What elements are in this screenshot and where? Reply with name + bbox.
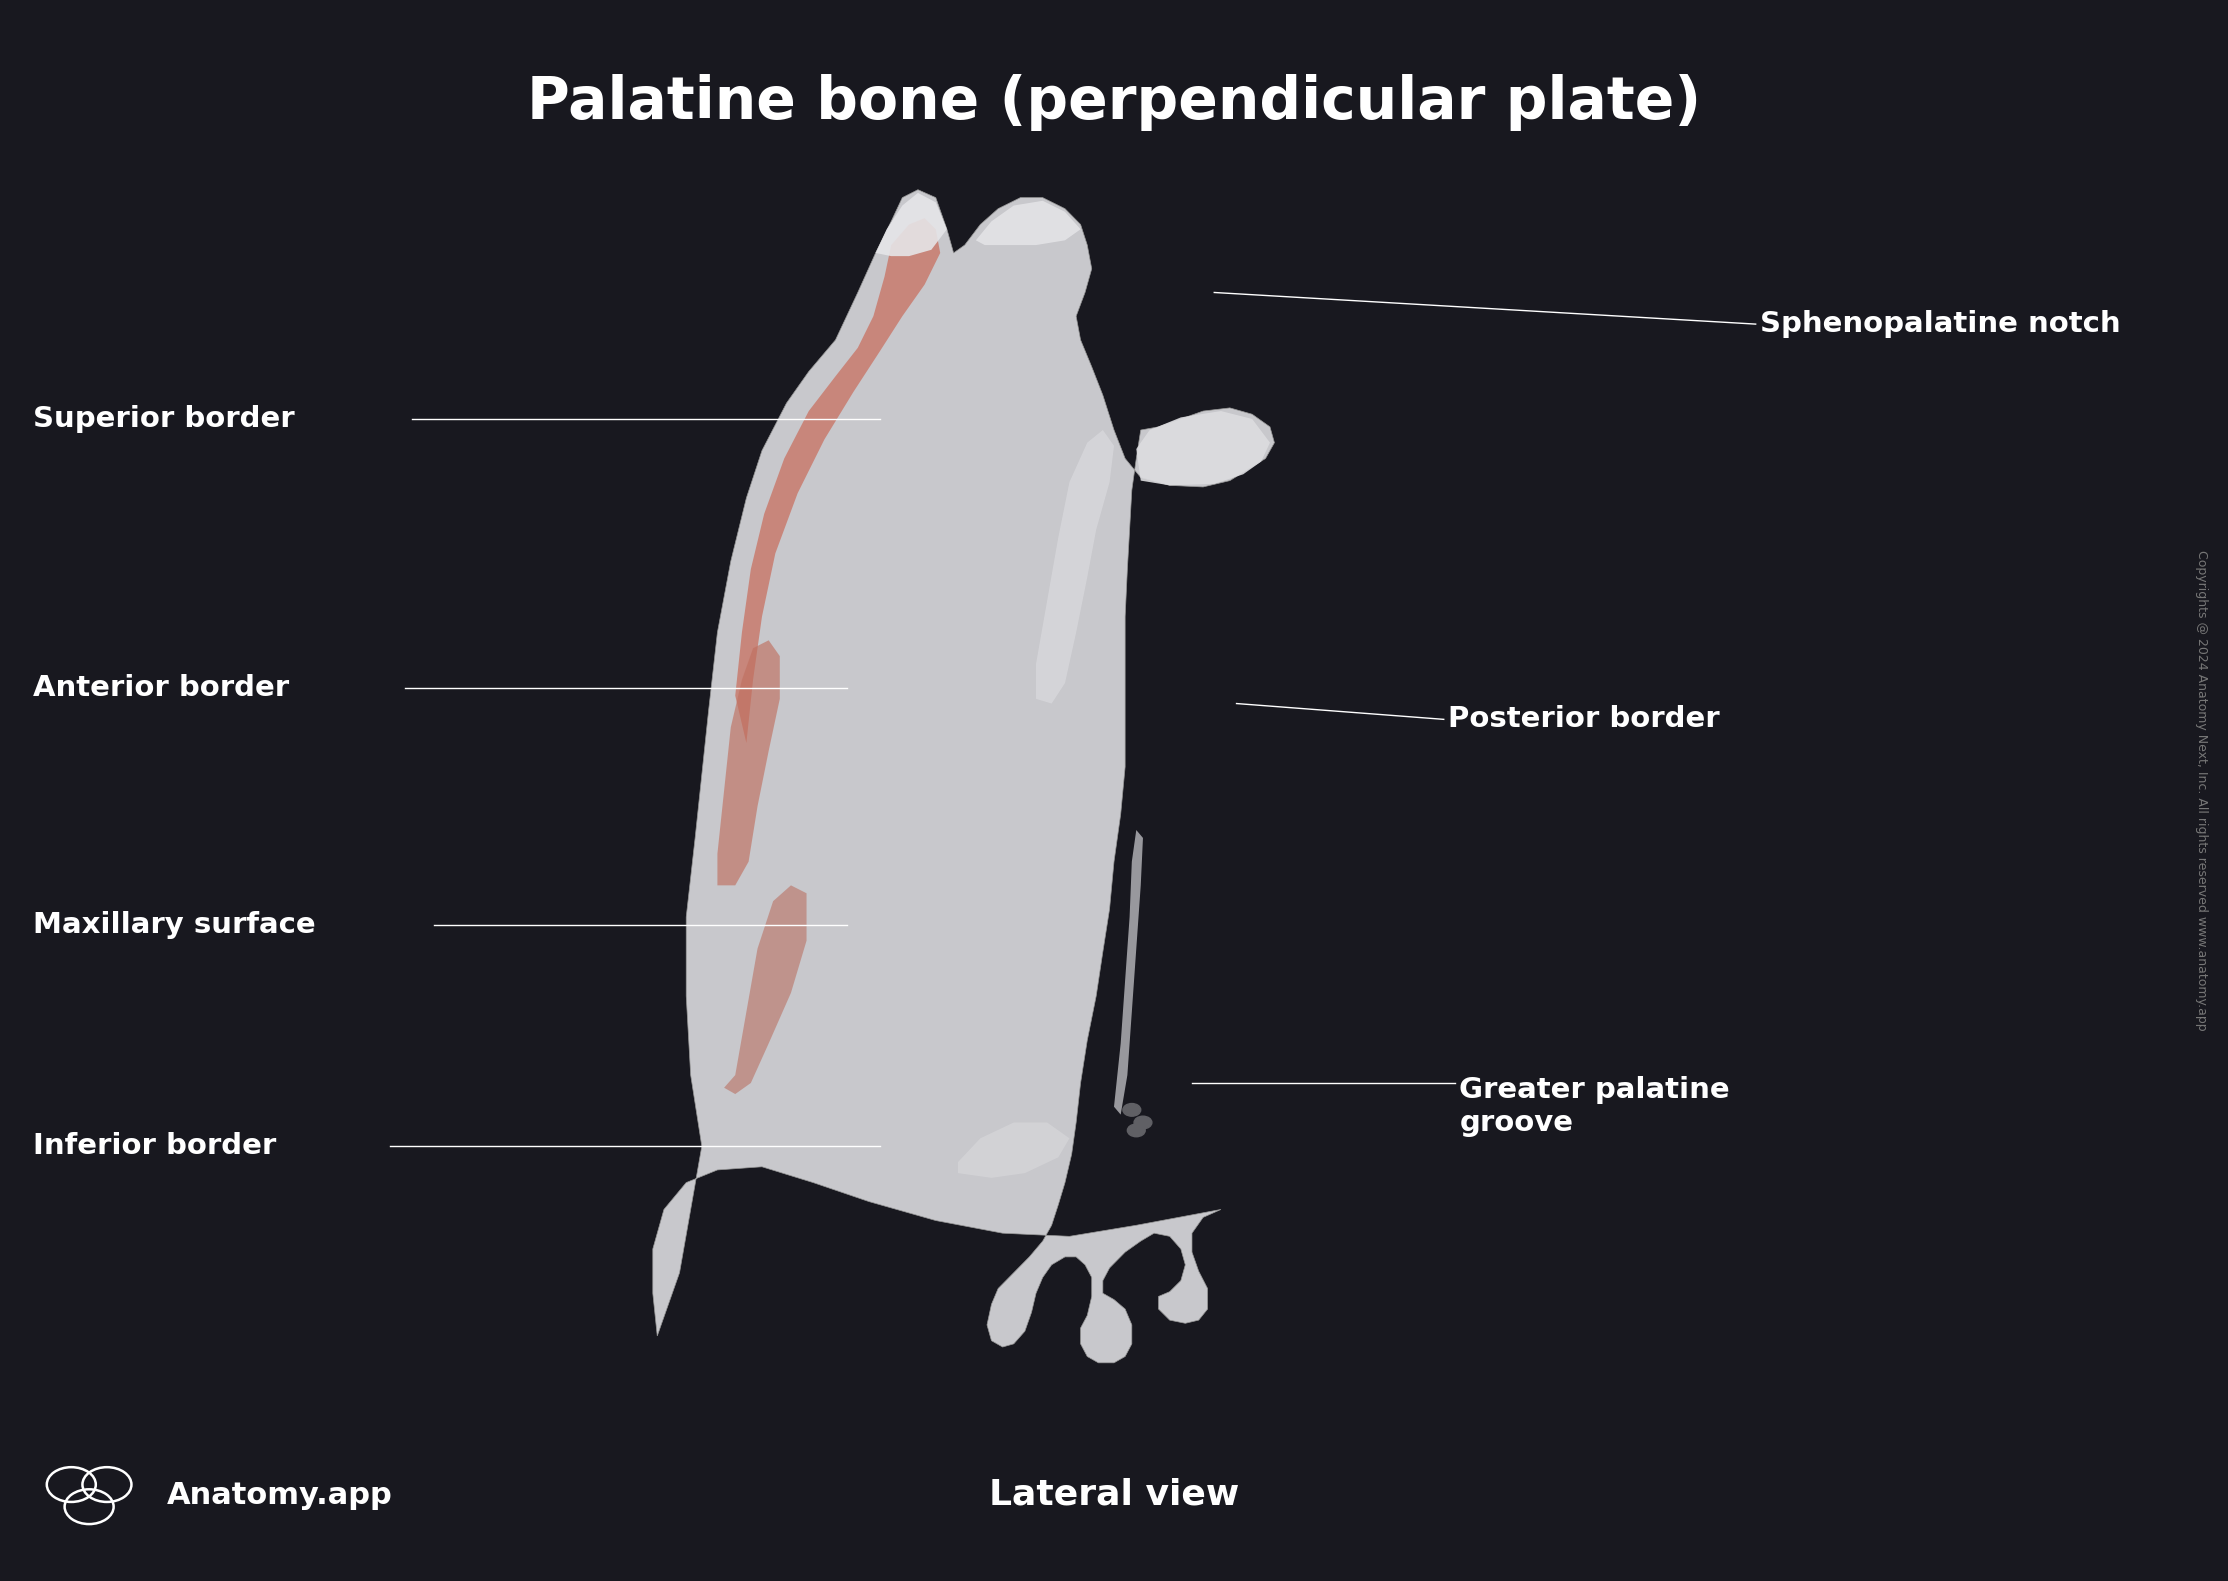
- Polygon shape: [653, 190, 1274, 1363]
- Text: Anatomy.app: Anatomy.app: [167, 1481, 392, 1510]
- Text: Superior border: Superior border: [33, 405, 294, 433]
- Text: Copyrights @ 2024 Anatomy Next, Inc. All rights reserved www.anatomy.app: Copyrights @ 2024 Anatomy Next, Inc. All…: [2195, 550, 2208, 1031]
- Polygon shape: [976, 201, 1081, 245]
- Text: Anterior border: Anterior border: [33, 674, 290, 702]
- Text: Sphenopalatine notch: Sphenopalatine notch: [1760, 310, 2121, 338]
- Text: Posterior border: Posterior border: [1448, 705, 1720, 734]
- Text: Greater palatine
groove: Greater palatine groove: [1459, 1077, 1729, 1137]
- Polygon shape: [1036, 430, 1114, 704]
- Polygon shape: [724, 885, 807, 1094]
- Text: Palatine bone (perpendicular plate): Palatine bone (perpendicular plate): [528, 74, 1700, 131]
- Circle shape: [1134, 1116, 1152, 1129]
- Polygon shape: [1136, 411, 1270, 485]
- Text: Lateral view: Lateral view: [989, 1477, 1239, 1511]
- Polygon shape: [876, 193, 947, 256]
- Polygon shape: [735, 218, 940, 743]
- Polygon shape: [1114, 830, 1143, 1115]
- Polygon shape: [958, 1123, 1069, 1178]
- Circle shape: [1123, 1104, 1141, 1116]
- Circle shape: [1127, 1124, 1145, 1137]
- Text: Maxillary surface: Maxillary surface: [33, 911, 316, 939]
- Polygon shape: [717, 640, 780, 885]
- Text: Inferior border: Inferior border: [33, 1132, 276, 1160]
